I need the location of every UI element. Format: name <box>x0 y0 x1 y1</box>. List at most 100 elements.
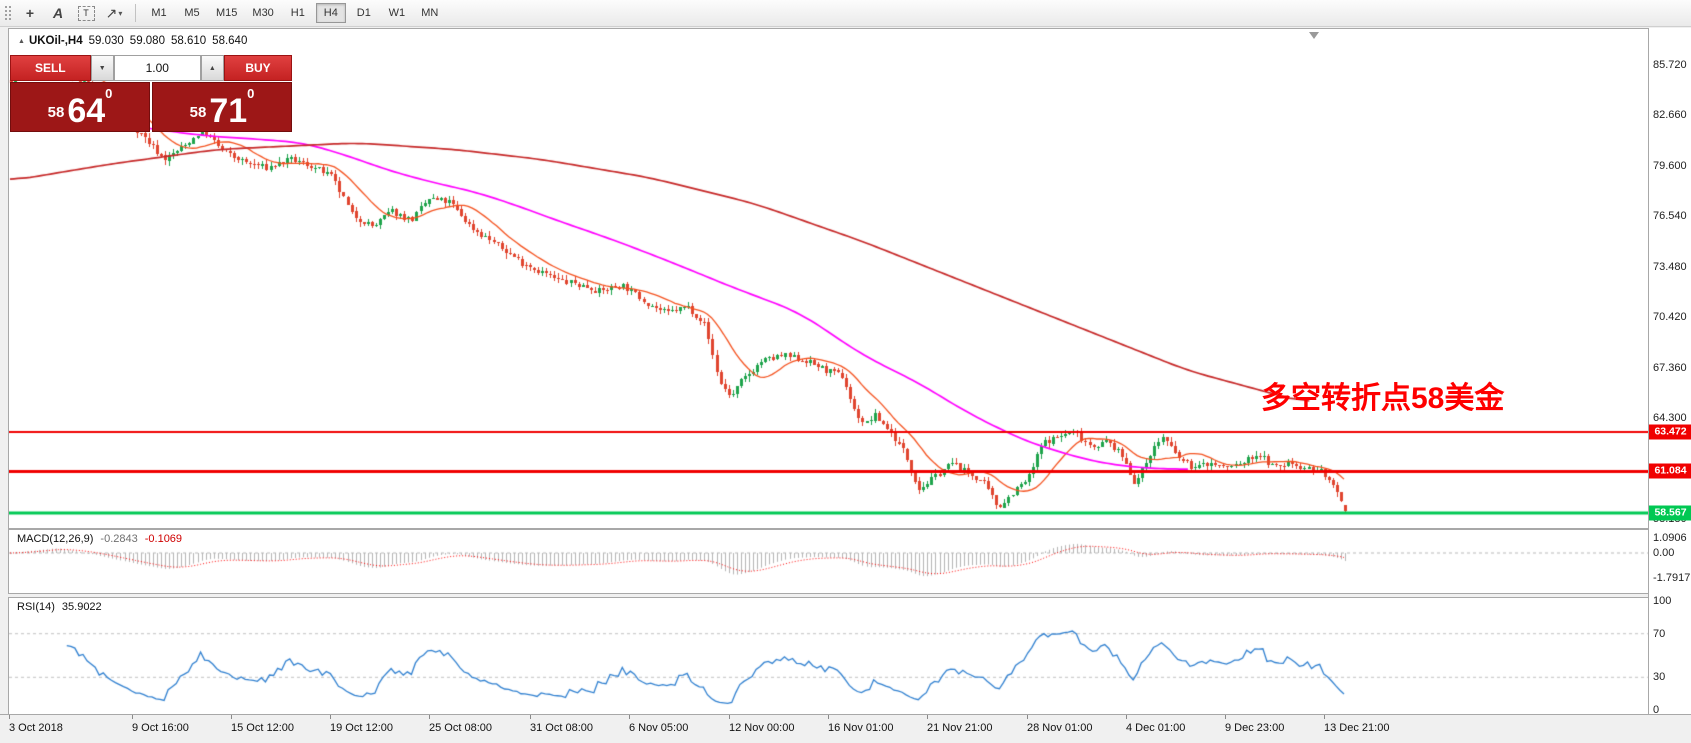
timeframe-buttons: M1 M5 M15 M30 H1 H4 D1 W1 MN <box>144 3 445 23</box>
rsi-axis-label: 70 <box>1653 627 1666 640</box>
macd-axis-label: 0.00 <box>1653 547 1675 559</box>
time-tick <box>530 715 531 719</box>
chevron-down-icon: ▾ <box>118 8 123 18</box>
time-tick <box>429 715 430 719</box>
sell-price-sup: 0 <box>105 86 113 101</box>
sell-price-big: 64 <box>67 92 106 131</box>
ohlc-close: 58.640 <box>212 35 248 47</box>
time-axis-label: 28 Nov 01:00 <box>1027 722 1093 734</box>
macd-value-main: -0.2843 <box>100 533 138 545</box>
timeframe-button-m15[interactable]: M15 <box>210 3 243 23</box>
ohlc-open: 59.030 <box>88 35 124 47</box>
time-tick <box>330 715 331 719</box>
timeframe-button-mn[interactable]: MN <box>415 3 445 23</box>
time-axis-label: 21 Nov 21:00 <box>927 722 993 734</box>
timeframe-button-h4[interactable]: H4 <box>315 3 346 23</box>
label-box-glyph: T <box>77 5 95 21</box>
symbol-name: UKOil-,H4 <box>28 35 83 47</box>
macd-canvas[interactable] <box>9 530 1648 591</box>
macd-label: MACD(12,26,9) <box>17 533 94 545</box>
time-axis-label: 31 Oct 08:00 <box>530 722 593 734</box>
macd-value-signal: -0.1069 <box>144 533 183 545</box>
timeframe-button-m5[interactable]: M5 <box>177 3 207 23</box>
rsi-axis-label: 30 <box>1653 671 1666 684</box>
time-tick <box>9 715 10 719</box>
timeframe-button-m30[interactable]: M30 <box>246 3 279 23</box>
toolbar: + A T ↗ ▾ M1 M5 M15 M30 H1 H4 D1 W1 MN <box>0 0 1691 27</box>
macd-panel: MACD(12,26,9) -0.2843 -0.1069 <box>8 529 1651 594</box>
time-axis-label: 16 Nov 01:00 <box>828 722 894 734</box>
time-tick <box>132 715 133 719</box>
buy-price-small: 58 <box>189 104 207 121</box>
text-icon[interactable]: A <box>45 2 71 24</box>
time-tick <box>1126 715 1127 719</box>
time-axis[interactable]: 3 Oct 2018 9 Oct 16:00 15 Oct 12:00 19 Oct … <box>0 714 1691 743</box>
time-axis-label: 25 Oct 08:00 <box>429 722 492 734</box>
time-tick <box>629 715 630 719</box>
price-axis-label: 67.360 <box>1653 361 1687 374</box>
ohlc-high: 59.080 <box>129 35 165 47</box>
sell-price-button[interactable]: 58 64 0 <box>10 82 150 132</box>
price-line-badge: 63.472 <box>1649 424 1691 440</box>
rsi-axis-label: 0 <box>1653 704 1660 716</box>
time-axis-label: 13 Dec 21:00 <box>1324 722 1390 734</box>
chevron-up-icon: ▲ <box>208 64 216 72</box>
price-axis-label: 64.300 <box>1653 412 1687 425</box>
price-axis-label: 85.720 <box>1653 59 1687 71</box>
toolbar-drag-handle[interactable] <box>4 5 11 21</box>
price-line-badge: 61.084 <box>1649 463 1691 479</box>
macd-axis-label: -1.7917 <box>1653 571 1691 584</box>
chart-shift-icon[interactable] <box>1309 32 1319 39</box>
chart-annotation: 多空转折点58美金 <box>1261 382 1505 415</box>
time-tick <box>1225 715 1226 719</box>
time-axis-label: 19 Oct 12:00 <box>330 722 393 734</box>
time-tick <box>828 715 829 719</box>
crosshair-icon[interactable]: + <box>17 2 43 24</box>
time-tick <box>1324 715 1325 719</box>
price-line-badge: 58.567 <box>1649 505 1691 521</box>
lot-size-input[interactable] <box>113 55 201 81</box>
sell-button[interactable]: SELL <box>10 55 91 81</box>
arrow-style-icon[interactable]: ↗ ▾ <box>101 2 127 24</box>
chevron-down-icon: ▼ <box>98 64 106 72</box>
toolbar-separator <box>135 4 136 22</box>
time-axis-label: 4 Dec 01:00 <box>1126 722 1186 734</box>
price-axis-label: 82.660 <box>1653 109 1687 122</box>
buy-price-big: 71 <box>209 92 248 131</box>
time-axis-label: 9 Oct 16:00 <box>132 722 189 734</box>
rsi-label: RSI(14) <box>17 601 55 613</box>
price-axis-label: 70.420 <box>1653 311 1687 324</box>
macd-header: MACD(12,26,9) -0.2843 -0.1069 <box>17 533 182 545</box>
label-icon[interactable]: T <box>73 2 99 24</box>
timeframe-button-m1[interactable]: M1 <box>144 3 174 23</box>
rsi-value: 35.9022 <box>61 601 102 613</box>
ohlc-low: 58.610 <box>170 35 207 47</box>
buy-price-sup: 0 <box>247 86 255 101</box>
rsi-canvas[interactable] <box>9 598 1648 713</box>
time-tick <box>231 715 232 719</box>
time-tick <box>1027 715 1028 719</box>
time-tick <box>927 715 928 719</box>
price-axis-label: 73.480 <box>1653 260 1687 273</box>
rsi-panel: RSI(14) 35.9022 <box>8 597 1651 716</box>
time-axis-label: 12 Nov 00:00 <box>729 722 795 734</box>
rsi-axis-label: 100 <box>1653 595 1672 607</box>
time-axis-label: 3 Oct 2018 <box>9 722 63 734</box>
lot-decrease-button[interactable]: ▼ <box>90 55 114 81</box>
lot-increase-button[interactable]: ▲ <box>200 55 224 81</box>
symbol-info: ▲ UKOil-,H4 59.030 59.080 58.610 58.640 <box>18 35 247 47</box>
buy-button[interactable]: BUY <box>223 55 292 81</box>
timeframe-button-w1[interactable]: W1 <box>382 3 412 23</box>
macd-axis-label: 1.0906 <box>1653 531 1687 544</box>
main-chart-panel: ▲ UKOil-,H4 59.030 59.080 58.610 58.640 SELL … <box>8 28 1651 529</box>
buy-price-button[interactable]: 58 71 0 <box>152 82 292 132</box>
price-axis-label: 79.600 <box>1653 159 1687 172</box>
time-axis-label: 9 Dec 23:00 <box>1225 722 1285 734</box>
time-axis-label: 15 Oct 12:00 <box>231 722 294 734</box>
timeframe-button-h1[interactable]: H1 <box>283 3 313 23</box>
timeframe-button-d1[interactable]: D1 <box>349 3 379 23</box>
price-axis[interactable]: 85.720 82.660 79.600 76.540 73.480 70.420 67.3… <box>1648 28 1691 716</box>
sell-price-small: 58 <box>47 104 65 121</box>
